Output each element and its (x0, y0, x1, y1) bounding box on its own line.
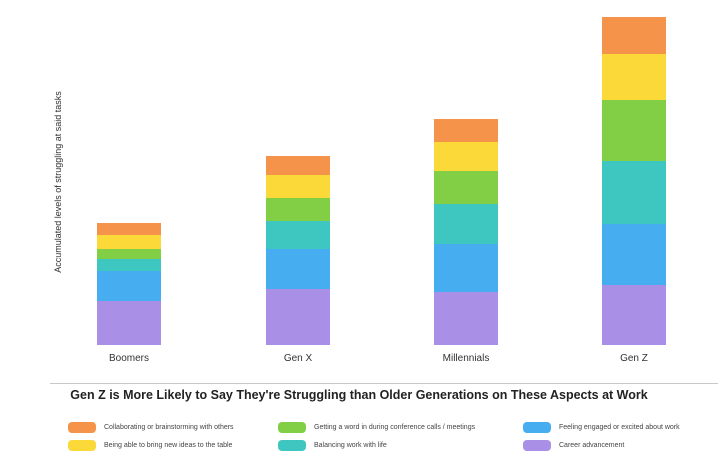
bar-segment-gen-x-1 (266, 289, 330, 345)
legend: Collaborating or brainstorming with othe… (68, 420, 718, 456)
bar-segment-gen-x-5 (266, 175, 330, 198)
chart-title: Gen Z is More Likely to Say They're Stru… (70, 388, 648, 402)
category-label: Boomers (109, 353, 149, 364)
category-labels: Boomers Gen X Millennials Gen Z (109, 353, 648, 364)
legend-swatch (68, 421, 96, 433)
category-label: Gen Z (620, 353, 648, 364)
bar-segment-boomers-6 (97, 223, 161, 235)
bar-segment-boomers-1 (97, 301, 161, 345)
y-axis-label: Accumulated levels of struggling at said… (53, 91, 63, 273)
bar-segment-millennials-2 (434, 244, 498, 292)
bar-segment-gen-z-2 (602, 224, 666, 285)
legend-label: Being able to bring new ideas to the tab… (104, 441, 233, 449)
legend-swatch (68, 439, 96, 451)
bar-segment-millennials-1 (434, 292, 498, 345)
bar-segment-gen-x-2 (266, 249, 330, 289)
legend-swatch (278, 421, 306, 433)
legend-item: Feeling engaged or excited about work (523, 420, 680, 434)
legend-item: Being able to bring new ideas to the tab… (68, 438, 232, 452)
bar-segment-gen-z-3 (602, 161, 666, 224)
legend-swatch (278, 439, 306, 451)
stacked-bar-chart: Boomers Gen X Millennials Gen Z Accumulated… (53, 17, 666, 364)
bar-segment-millennials-5 (434, 142, 498, 171)
legend-label: Collaborating or brainstorming with othe… (104, 423, 234, 431)
bar-segment-millennials-3 (434, 204, 498, 244)
bar-segment-gen-z-5 (602, 54, 666, 100)
bar-segment-millennials-6 (434, 119, 498, 142)
bar-segment-boomers-3 (97, 259, 161, 271)
legend-label: Getting a word in during conference call… (314, 423, 476, 431)
bar-segment-boomers-4 (97, 249, 161, 259)
divider-line (50, 383, 718, 384)
legend-label: Career advancement (559, 441, 625, 449)
bar-segment-gen-x-4 (266, 198, 330, 221)
bar-segment-gen-z-4 (602, 100, 666, 161)
bars-layer (97, 17, 666, 345)
legend-item: Getting a word in during conference call… (278, 420, 475, 434)
legend-item: Collaborating or brainstorming with othe… (68, 420, 234, 434)
legend-swatch (523, 439, 551, 451)
bar-segment-gen-z-6 (602, 17, 666, 54)
legend-item: Balancing work with life (278, 438, 387, 452)
legend-swatch (523, 421, 551, 433)
bar-segment-gen-x-3 (266, 221, 330, 249)
bar-segment-millennials-4 (434, 171, 498, 204)
legend-item: Career advancement (523, 438, 624, 452)
bar-segment-boomers-5 (97, 235, 161, 249)
bar-segment-boomers-2 (97, 271, 161, 301)
bar-segment-gen-x-6 (266, 156, 330, 175)
category-label: Millennials (443, 353, 490, 364)
bar-segment-gen-z-1 (602, 285, 666, 345)
legend-label: Balancing work with life (314, 441, 387, 449)
category-label: Gen X (284, 353, 313, 364)
legend-label: Feeling engaged or excited about work (559, 423, 680, 431)
